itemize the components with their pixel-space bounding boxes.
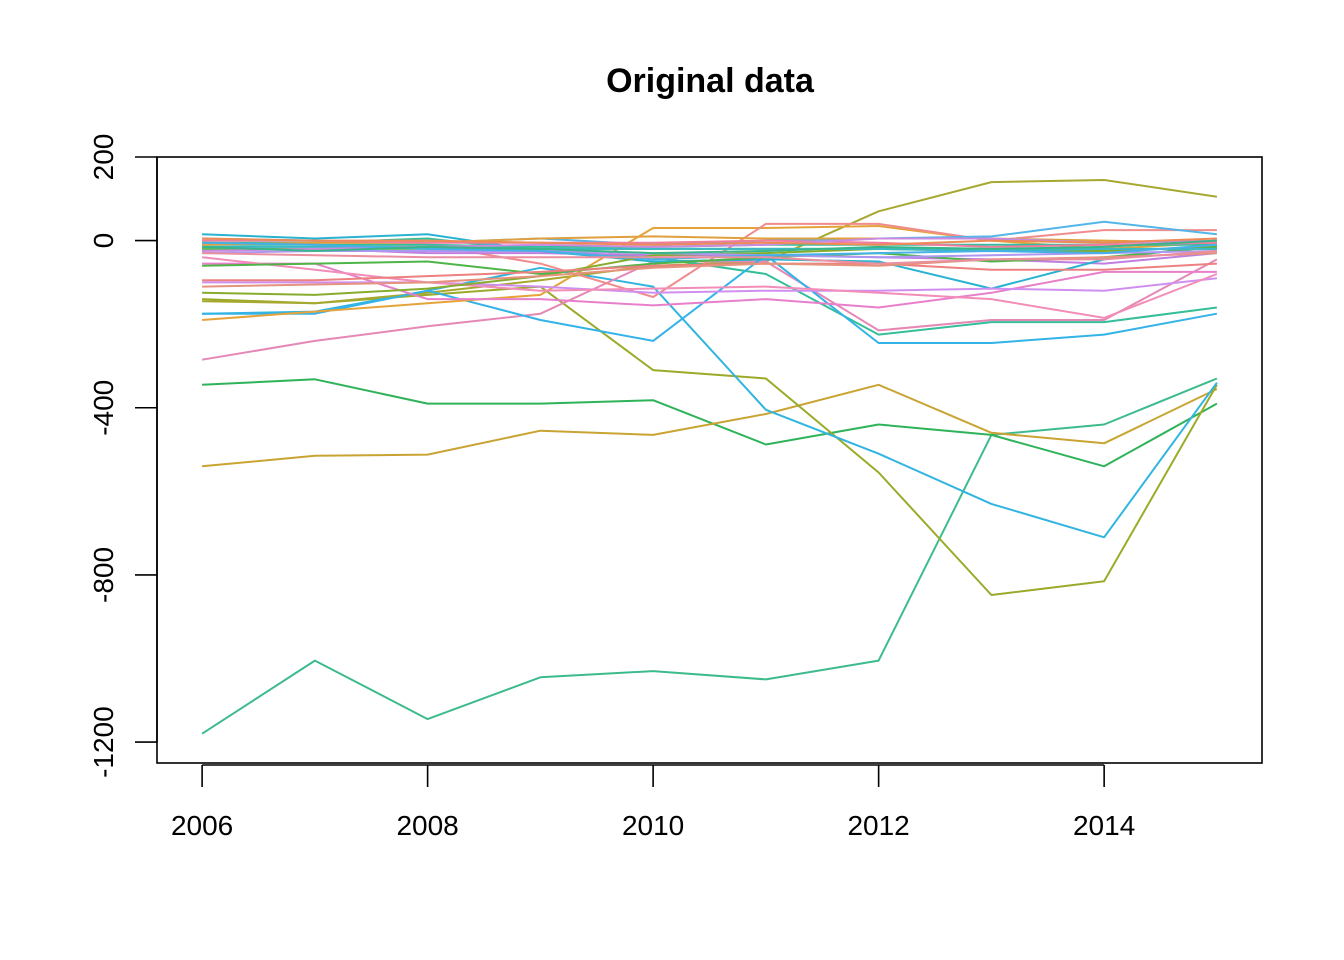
chart-title: Original data xyxy=(606,62,815,100)
x-tick-label: 2010 xyxy=(622,810,684,841)
series-line-9 xyxy=(202,254,1218,344)
x-tick-label: 2006 xyxy=(171,810,233,841)
y-tick-label: -400 xyxy=(88,380,119,436)
y-tick-label: 200 xyxy=(88,134,119,181)
series-line-4 xyxy=(202,285,1218,596)
series-line-19 xyxy=(202,262,1217,282)
series-line-32 xyxy=(202,239,1217,255)
series-line-2 xyxy=(202,378,1218,468)
x-tick-label: 2014 xyxy=(1073,810,1135,841)
series-line-16 xyxy=(201,256,1218,319)
series-line-23 xyxy=(202,250,1217,259)
series-line-21 xyxy=(202,252,1217,288)
series-line-14 xyxy=(202,262,1217,309)
series-line-15 xyxy=(202,277,1218,294)
series-line-5 xyxy=(202,266,1218,539)
y-tick-label: 0 xyxy=(88,233,119,249)
series-layer xyxy=(201,179,1218,735)
y-tick-label: -1200 xyxy=(88,706,119,778)
series-line-29 xyxy=(202,237,1217,246)
x-tick-label: 2012 xyxy=(847,810,909,841)
series-line-28 xyxy=(202,237,1217,252)
x-tick-label: 2008 xyxy=(396,810,458,841)
x-axis: 2006 2008 2010 2012 2014 xyxy=(171,764,1135,841)
series-line-1 xyxy=(201,377,1218,735)
series-line-31 xyxy=(202,250,1217,265)
series-line-3 xyxy=(202,383,1218,468)
series-line-26 xyxy=(202,239,1217,248)
y-axis: 200 0 -400 -800 -1200 xyxy=(88,134,158,778)
series-line-24 xyxy=(202,235,1217,246)
y-tick-label: -800 xyxy=(88,547,119,603)
series-line-6 xyxy=(202,179,1218,305)
